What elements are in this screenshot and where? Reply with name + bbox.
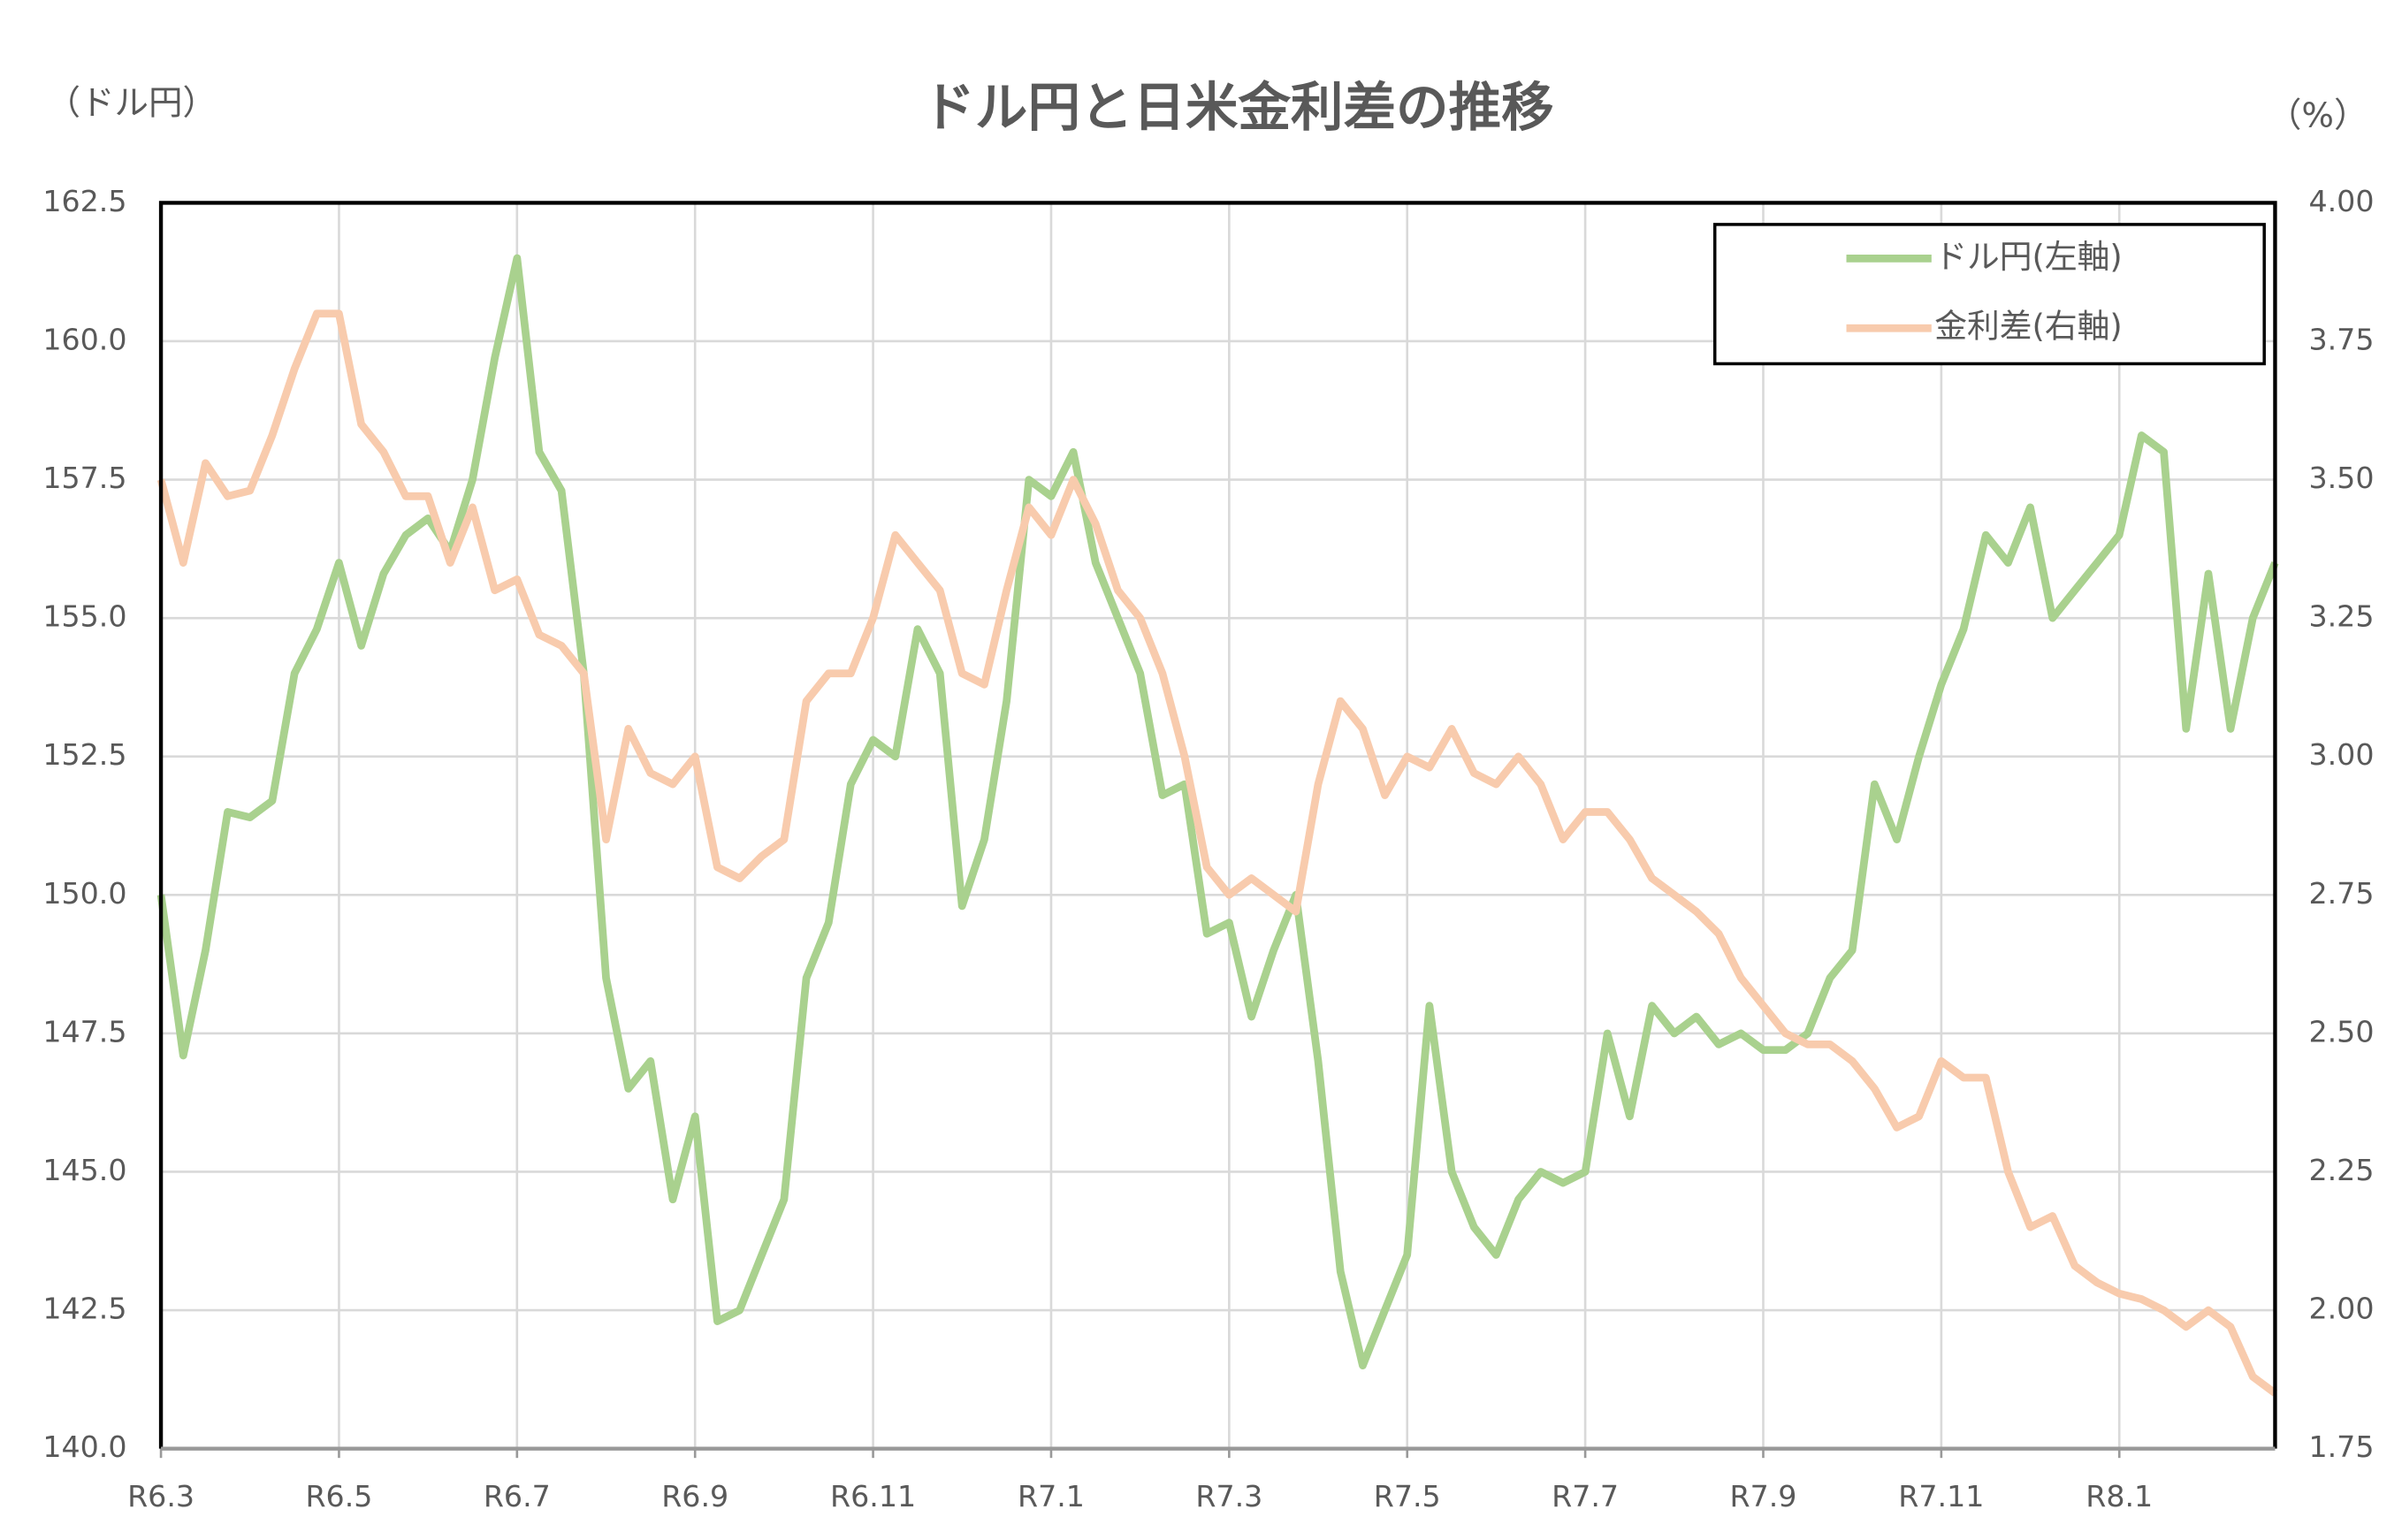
legend-label: ドル円(左軸) [1934, 238, 2122, 276]
y2-tick-label: 2.50 [2308, 1014, 2374, 1048]
y-tick-label: 145.0 [42, 1153, 126, 1187]
x-tick-label: R7.11 [1898, 1479, 1984, 1513]
y-tick-label: 140.0 [42, 1429, 126, 1464]
y2-tick-label: 4.00 [2308, 184, 2374, 218]
x-tick-label: R7.3 [1195, 1479, 1262, 1513]
y2-tick-label: 2.00 [2308, 1292, 2374, 1326]
plot-border [158, 201, 2277, 1449]
y-tick-label: 157.5 [42, 461, 126, 495]
y-tick-label: 155.0 [42, 599, 126, 634]
x-tick-label: R6.7 [484, 1479, 551, 1513]
x-tick-label: R7.9 [1729, 1479, 1796, 1513]
y2-tick-label: 3.25 [2308, 599, 2374, 634]
legend-box [1712, 223, 2266, 366]
y-tick-label: 152.5 [42, 737, 126, 772]
line-series [156, 254, 2279, 1370]
y-tick-label: 142.5 [42, 1292, 126, 1326]
y2-tick-label: 3.75 [2308, 322, 2374, 356]
chart-title: ドル円と日米金利差の推移 [922, 78, 1553, 139]
x-tick-label: R6.9 [661, 1479, 728, 1513]
x-tick-label: R6.5 [305, 1479, 372, 1513]
y-tick-label: 162.5 [42, 184, 126, 218]
x-tick-label: R8.1 [2086, 1479, 2153, 1513]
x-tick-label: R6.11 [830, 1479, 916, 1513]
y-tick-label: 150.0 [42, 876, 126, 911]
y2-tick-label: 2.75 [2308, 876, 2374, 911]
y-axis-label: （ドル円） [47, 84, 217, 124]
x-tick-label: R7.5 [1374, 1479, 1441, 1513]
y2-tick-label: 3.50 [2308, 461, 2374, 495]
x-tick-label: R7.7 [1552, 1479, 1619, 1513]
y2-tick-label: 1.75 [2308, 1429, 2374, 1464]
x-tick-label: R6.3 [127, 1479, 194, 1513]
y2-tick-label: 3.00 [2308, 737, 2374, 772]
y2-axis-label: （%） [2268, 96, 2368, 136]
y-tick-label: 160.0 [42, 322, 126, 356]
y-tick-label: 147.5 [42, 1014, 126, 1048]
legend-label: 金利差(右軸) [1934, 308, 2122, 346]
line-series [156, 309, 2278, 1397]
x-tick-label: R7.1 [1018, 1479, 1085, 1513]
y2-tick-label: 2.25 [2308, 1153, 2374, 1187]
